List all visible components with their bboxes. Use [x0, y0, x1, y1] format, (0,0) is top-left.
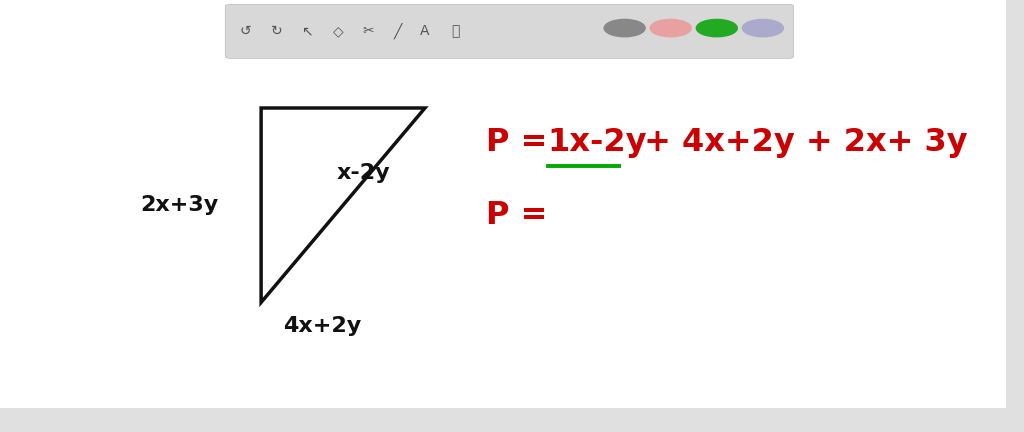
Bar [0, 408, 1024, 432]
Text: ↻: ↻ [270, 24, 283, 38]
Text: 1x-2y: 1x-2y [548, 127, 647, 158]
Text: ◇: ◇ [333, 24, 343, 38]
Text: A: A [420, 24, 430, 38]
Text: ⬜: ⬜ [452, 24, 460, 38]
Circle shape [696, 19, 737, 37]
Circle shape [604, 19, 645, 37]
Circle shape [650, 19, 691, 37]
Text: ↖: ↖ [301, 24, 313, 38]
Text: ↺: ↺ [240, 24, 252, 38]
Text: P =: P = [486, 200, 548, 232]
Text: 4x+2y: 4x+2y [284, 316, 361, 336]
Text: ╱: ╱ [393, 23, 401, 39]
FancyBboxPatch shape [225, 4, 794, 58]
Text: x-2y: x-2y [337, 163, 390, 183]
Text: 2x+3y: 2x+3y [140, 195, 218, 215]
Text: + 4x+2y + 2x+ 3y: + 4x+2y + 2x+ 3y [633, 127, 968, 158]
Text: P =: P = [486, 127, 559, 158]
Text: ✂: ✂ [362, 24, 375, 38]
Circle shape [742, 19, 783, 37]
Bar [1006, 0, 1024, 408]
